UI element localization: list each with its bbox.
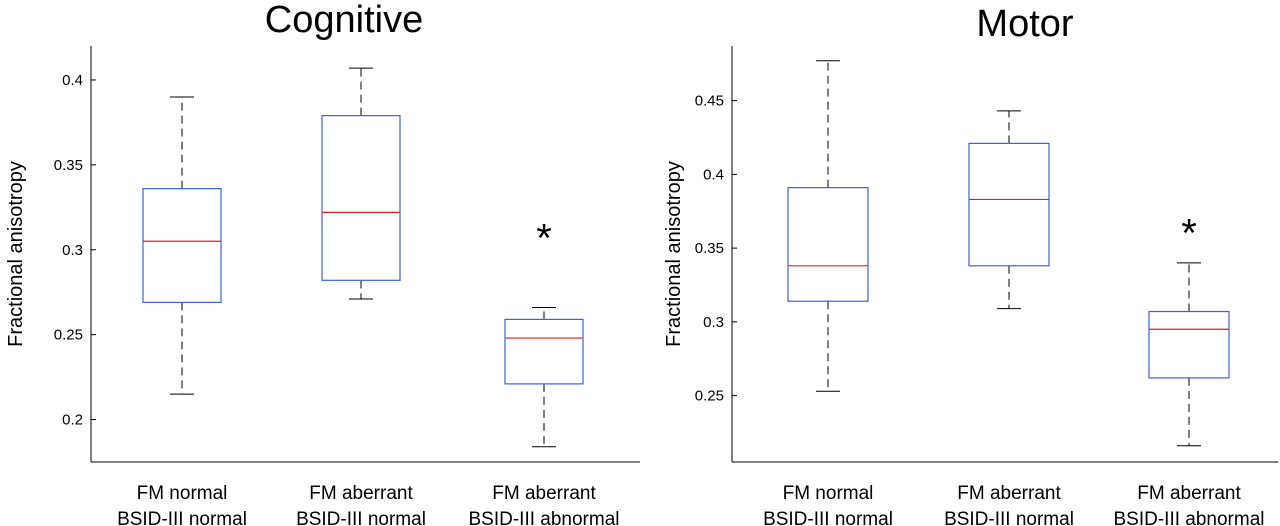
category-label: BSID-III abnormal <box>469 509 620 526</box>
y-tick-label: 0.3 <box>62 242 83 259</box>
y-tick-label: 0.45 <box>695 93 724 110</box>
box-1 <box>787 60 869 392</box>
category-label: FM normal <box>137 483 228 504</box>
chart-title: Cognitive <box>265 0 423 41</box>
category-label: BSID-III normal <box>296 509 426 526</box>
category-label: BSID-III normal <box>117 509 247 526</box>
category-label: FM aberrant <box>492 483 596 504</box>
significance-marker: * <box>536 216 552 260</box>
box-iqr <box>321 115 401 281</box>
category-label: FM aberrant <box>957 483 1061 504</box>
box-iqr <box>968 142 1050 267</box>
y-tick-label: 0.35 <box>54 157 83 174</box>
y-tick-label: 0.4 <box>703 166 724 183</box>
y-axis-label: Fractional anisotropy <box>663 161 685 347</box>
significance-marker: * <box>1181 211 1197 255</box>
category-label: BSID-III normal <box>763 509 893 526</box>
box-1 <box>142 96 222 395</box>
y-tick-label: 0.25 <box>695 388 724 405</box>
box-iqr <box>504 318 584 385</box>
category-label: BSID-III normal <box>944 509 1074 526</box>
category-label: FM aberrant <box>309 483 413 504</box>
y-tick-label: 0.35 <box>695 240 724 257</box>
chart-panel-2: Motor Fractional anisotropy 0.25 0.3 0.35 0.4… <box>663 3 1278 526</box>
chart-title: Motor <box>976 3 1073 45</box>
category-label: FM aberrant <box>1137 483 1241 504</box>
y-tick-label: 0.3 <box>703 314 724 331</box>
y-tick-label: 0.4 <box>62 72 83 89</box>
box-2 <box>321 67 401 300</box>
y-tick-label: 0.25 <box>54 327 83 344</box>
category-label: BSID-III abnormal <box>1114 509 1265 526</box>
box-iqr <box>787 187 869 302</box>
box-iqr <box>142 188 222 303</box>
category-label: FM normal <box>783 483 874 504</box>
box-2 <box>968 110 1050 310</box>
box-iqr <box>1148 310 1230 379</box>
y-axis-label: Fractional anisotropy <box>5 161 27 347</box>
box-3 <box>504 306 584 448</box>
box-3 <box>1148 262 1230 447</box>
chart-panel-1: Cognitive Fractional anisotropy 0.2 0.25 0.3… <box>5 0 640 526</box>
y-tick-label: 0.2 <box>62 412 83 429</box>
